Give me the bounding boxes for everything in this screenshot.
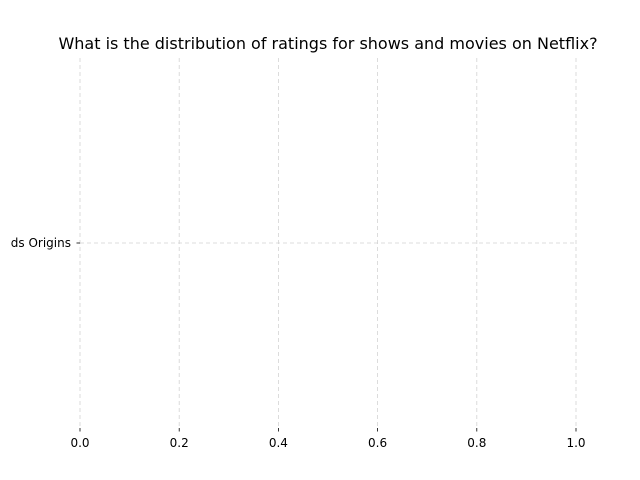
x-tick-label: 0.2: [170, 436, 189, 450]
grid-layer: [79, 58, 577, 428]
x-tick-label: 0.8: [467, 436, 486, 450]
chart-title: What is the distribution of ratings for …: [58, 34, 597, 53]
x-tick-label: 0.4: [269, 436, 288, 450]
y-axis: ds Origins: [11, 236, 80, 250]
x-tick-label: 0.6: [368, 436, 387, 450]
x-axis: 0.0 0.2 0.4 0.6 0.8 1.0: [70, 428, 586, 450]
x-tick-label: 0.0: [70, 436, 89, 450]
x-tick-label: 1.0: [566, 436, 585, 450]
y-tick-label: ds Origins: [11, 236, 71, 250]
